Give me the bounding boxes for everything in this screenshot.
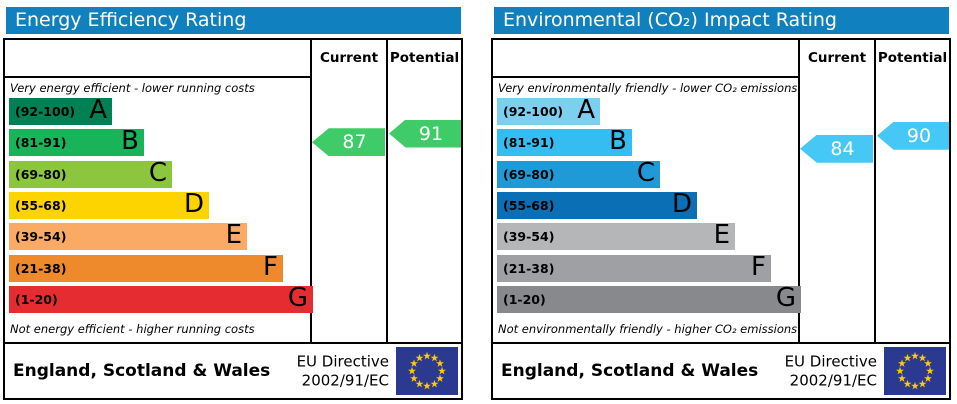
band-range-label: (55-68) [503, 197, 555, 213]
band-row-b: (81-91) B [9, 126, 144, 157]
band-list: (92-100) A (81-91) B (69-80) C (55-68) D (39-54)… [9, 95, 313, 313]
potential-column-header: Potential [877, 50, 948, 66]
potential-rating-arrow: 90 [877, 121, 949, 150]
co2-panel-title: Environmental (CO₂) Impact Rating [494, 7, 949, 34]
band-letter: C [636, 157, 655, 188]
footer: England, Scotland & Wales EU Directive 2… [493, 344, 949, 398]
band-letter: A [577, 95, 595, 125]
eu-directive-line2: 2002/91/EC [789, 371, 877, 389]
band-row-c: (69-80) C [9, 157, 172, 188]
top-caption: Very energy efficient - lower running co… [10, 81, 255, 95]
band-range-label: (39-54) [15, 229, 67, 245]
band-row-d: (55-68) D [9, 188, 209, 219]
region-label: England, Scotland & Wales [501, 361, 759, 381]
eu-directive-label: EU Directive 2002/91/EC [297, 352, 389, 390]
band-letter: C [148, 157, 167, 188]
band-range-label: (21-38) [15, 260, 67, 276]
band-row-g: (1-20) G [497, 282, 801, 313]
band-list: (92-100) A (81-91) B (69-80) C (55-68) D (39-54)… [497, 95, 801, 313]
band-range-label: (39-54) [503, 229, 555, 245]
band-row-e: (39-54) E [9, 220, 247, 251]
band-range-label: (1-20) [503, 291, 546, 307]
eu-flag-icon [884, 347, 946, 395]
eu-directive-line1: EU Directive [296, 352, 389, 371]
band-row-a: (92-100) A [497, 95, 600, 125]
header-underline [5, 76, 310, 78]
band-range-label: (69-80) [15, 166, 67, 182]
eu-flag-icon [396, 347, 458, 395]
band-row-d: (55-68) D [497, 188, 697, 219]
band-row-b: (81-91) B [497, 126, 632, 157]
header-underline [493, 76, 798, 78]
footer-separator [493, 342, 949, 344]
band-row-f: (21-38) F [497, 251, 771, 282]
band-letter: E [225, 220, 242, 251]
energy-rating-table: Current Potential Very energy efficient … [3, 38, 463, 400]
potential-rating-arrow: 91 [389, 119, 461, 148]
region-label: England, Scotland & Wales [13, 361, 271, 381]
band-range-label: (92-100) [15, 104, 76, 119]
band-range-label: (69-80) [503, 166, 555, 182]
potential-column-divider [874, 40, 876, 342]
band-letter: F [751, 251, 766, 282]
band-letter: G [775, 282, 796, 313]
band-letter: D [183, 188, 204, 219]
bottom-caption: Not energy efficient - higher running co… [10, 322, 255, 336]
current-rating-arrow: 87 [312, 128, 385, 157]
band-range-label: (55-68) [15, 197, 67, 213]
band-letter: B [609, 126, 627, 157]
band-range-label: (81-91) [15, 135, 67, 151]
current-rating-arrow: 84 [800, 134, 873, 163]
band-row-a: (92-100) A [9, 95, 112, 125]
eu-directive-line1: EU Directive [784, 352, 877, 371]
band-row-e: (39-54) E [497, 220, 735, 251]
energy-panel-title: Energy Efficiency Rating [6, 7, 461, 34]
current-column-header: Current [807, 50, 867, 66]
band-letter: B [121, 126, 139, 157]
current-column-header: Current [319, 50, 379, 66]
band-range-label: (21-38) [503, 260, 555, 276]
co2-rating-table: Current Potential Very environmentally f… [491, 38, 951, 400]
top-caption: Very environmentally friendly - lower CO… [498, 81, 798, 95]
footer-separator [5, 342, 461, 344]
environmental-impact-panel: Environmental (CO₂) Impact Rating Curren… [491, 7, 951, 400]
current-column-divider [798, 40, 800, 342]
band-range-label: (81-91) [503, 135, 555, 151]
eu-directive-line2: 2002/91/EC [301, 371, 389, 389]
footer: England, Scotland & Wales EU Directive 2… [5, 344, 461, 398]
energy-efficiency-panel: Energy Efficiency Rating Current Potenti… [3, 7, 463, 400]
eu-directive-label: EU Directive 2002/91/EC [785, 352, 877, 390]
potential-column-header: Potential [389, 50, 460, 66]
bottom-caption: Not environmentally friendly - higher CO… [498, 322, 798, 336]
band-letter: G [287, 282, 308, 313]
current-column-divider [310, 40, 312, 342]
band-letter: A [89, 95, 107, 125]
band-letter: E [713, 220, 730, 251]
band-letter: D [671, 188, 692, 219]
band-range-label: (1-20) [15, 291, 58, 307]
potential-column-divider [386, 40, 388, 342]
band-range-label: (92-100) [503, 104, 564, 119]
band-row-f: (21-38) F [9, 251, 283, 282]
band-row-g: (1-20) G [9, 282, 313, 313]
band-letter: F [263, 251, 278, 282]
band-row-c: (69-80) C [497, 157, 660, 188]
